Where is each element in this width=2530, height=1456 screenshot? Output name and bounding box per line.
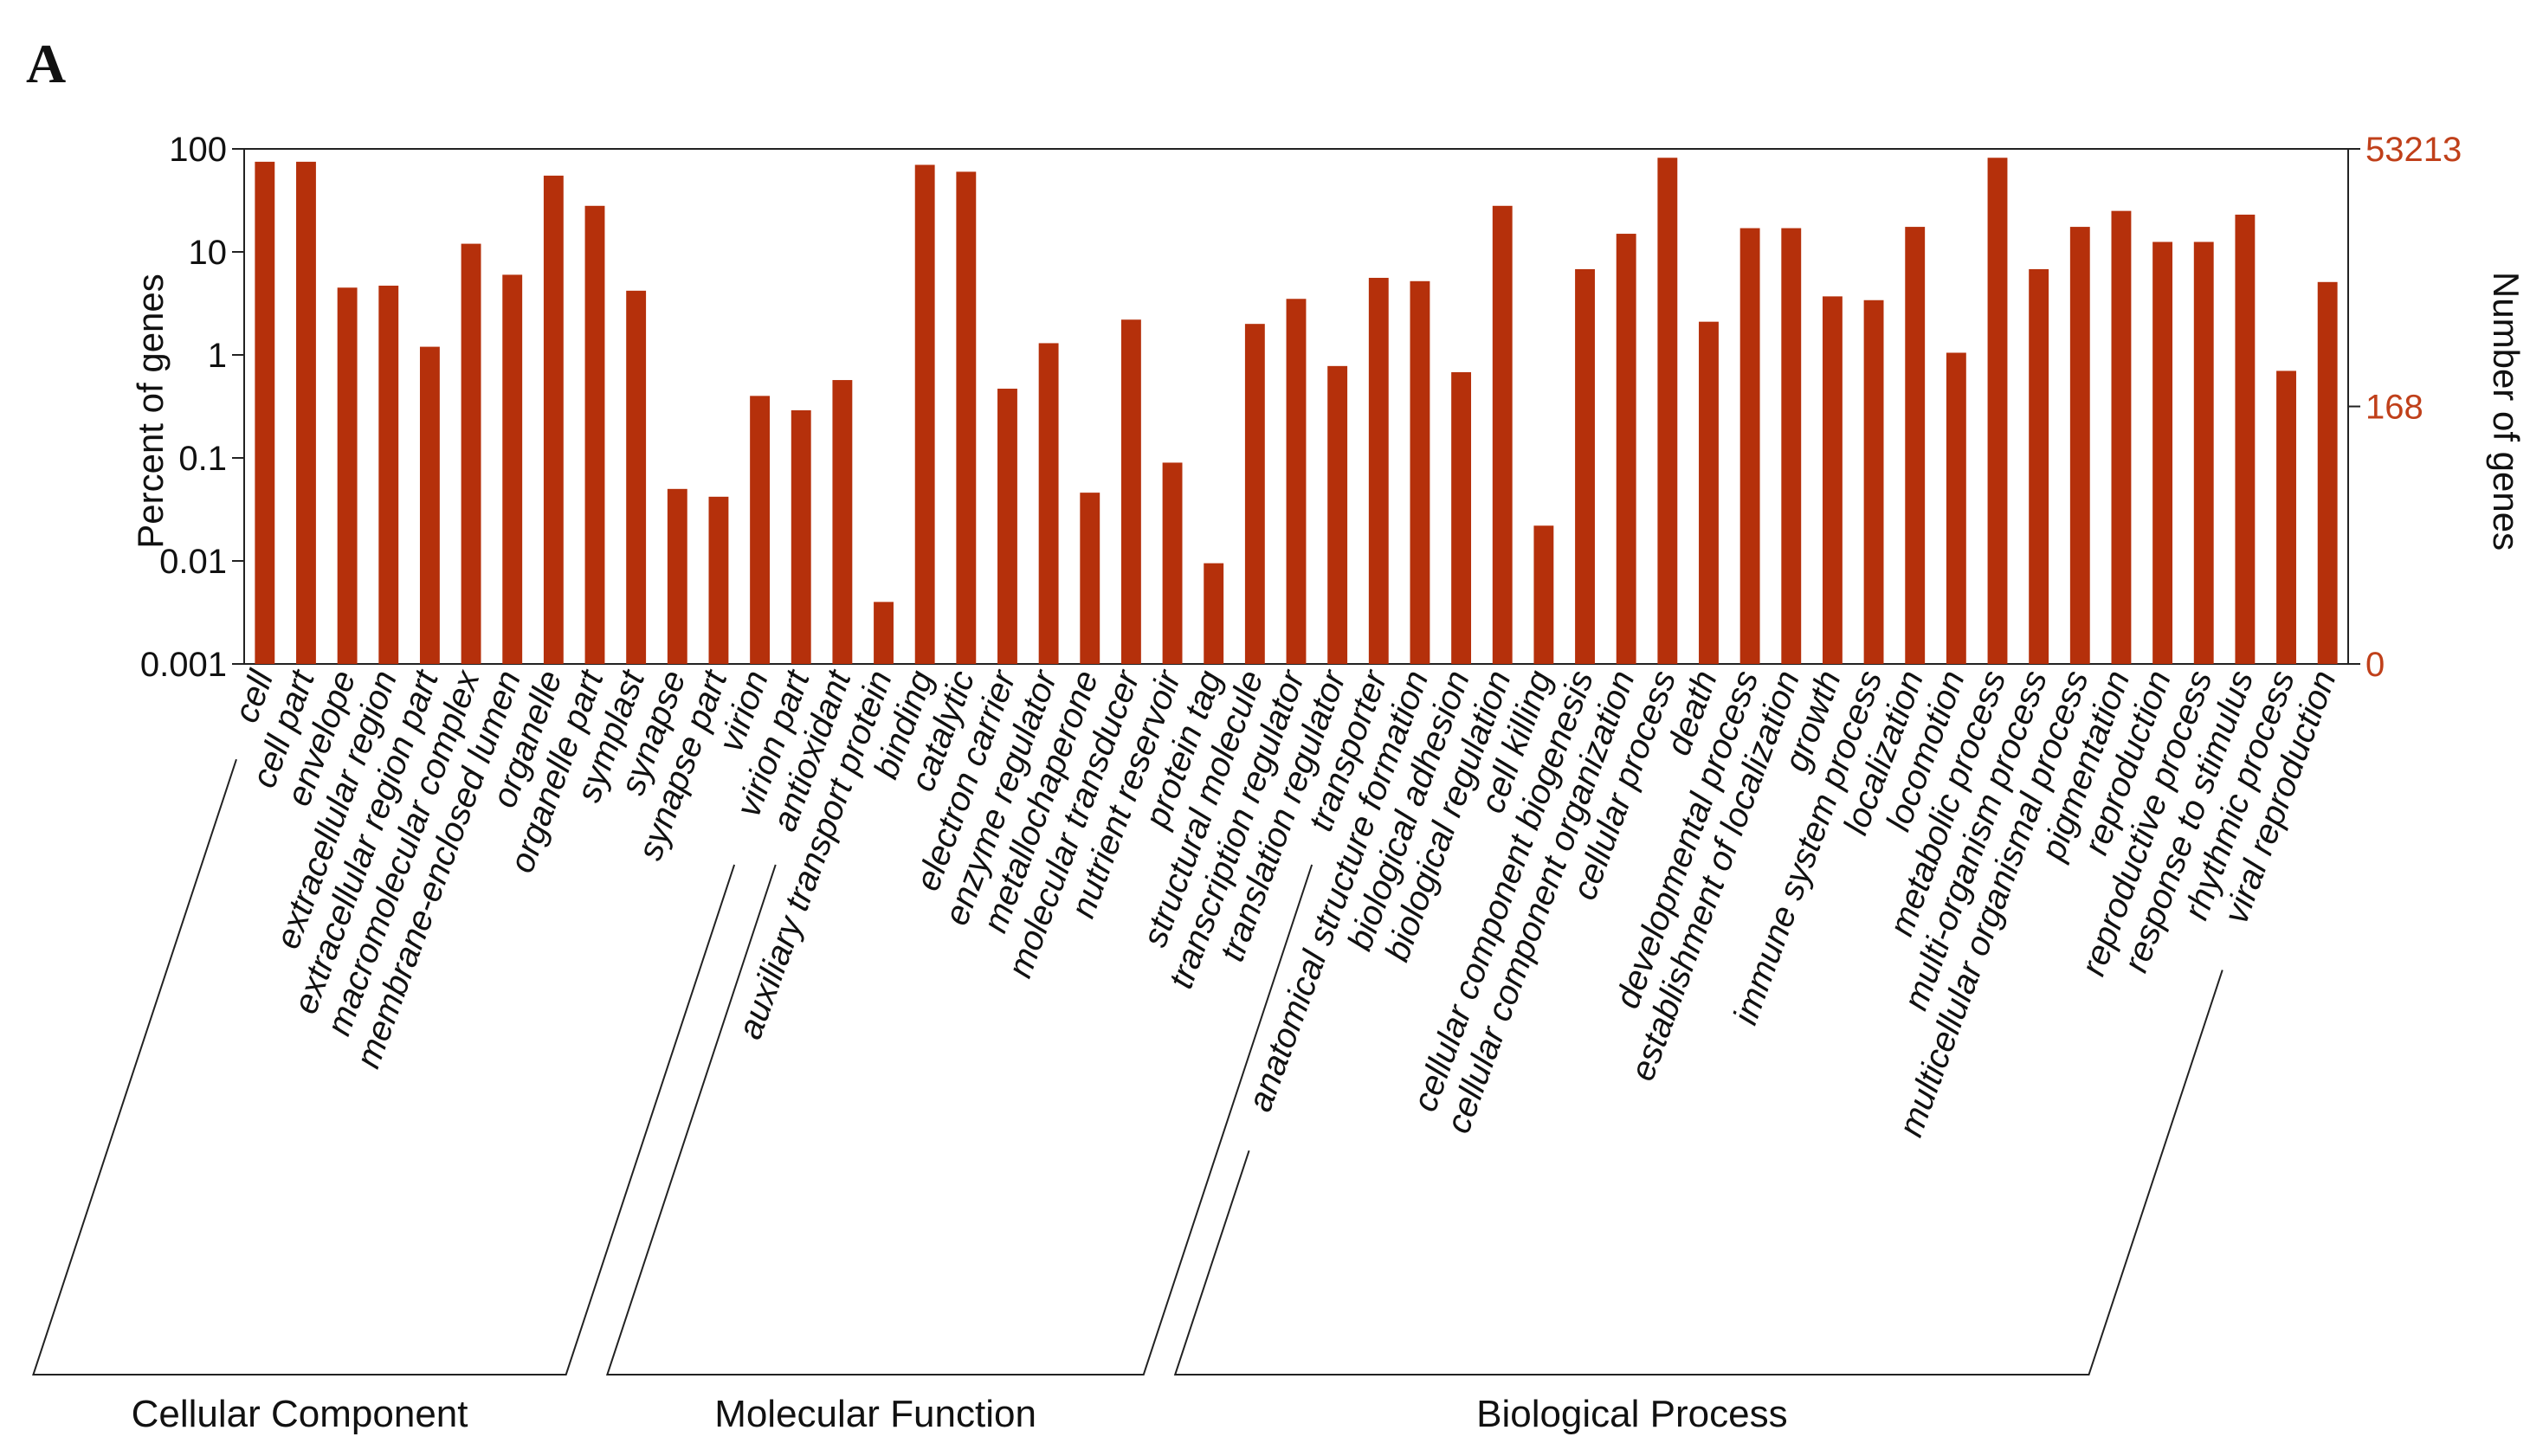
group-label: Cellular Component	[132, 1393, 468, 1435]
bar-multi-organism-process	[2029, 268, 2049, 664]
y-tick-label: 0.01	[159, 543, 227, 581]
bar-biological-adhesion	[1451, 371, 1472, 664]
bar-synapse	[667, 488, 687, 664]
bar-binding	[914, 164, 935, 664]
group-bracket	[1173, 970, 2223, 1375]
bar-viral-reproduction	[2317, 281, 2338, 664]
y-axis-title-left: Percent of genes	[130, 274, 171, 549]
bar-response-to-stimulus	[2235, 214, 2256, 664]
bar-developmental-process	[1739, 228, 1760, 664]
bar-virion-part	[791, 409, 811, 664]
group-bracket	[32, 758, 736, 1375]
group-label: Molecular Function	[714, 1393, 1036, 1435]
y-right-tick-label: 168	[2365, 389, 2424, 427]
bar-localization	[1905, 227, 1926, 664]
bar-extracellular-region	[378, 286, 399, 664]
bar-reproduction	[2152, 242, 2173, 664]
group-label: Biological Process	[1476, 1393, 1788, 1435]
bar-organelle-part	[584, 205, 605, 664]
y-right-tick-label: 53213	[2365, 131, 2462, 169]
bar-electron-carrier	[997, 389, 1017, 664]
bar-enzyme-regulator	[1038, 343, 1059, 664]
y-axis-left: 100 10 1 0.1 0.01 0.001	[140, 131, 244, 684]
bar-synapse-part	[708, 496, 729, 664]
bar-rhythmic-process	[2276, 370, 2296, 664]
bar-macromolecular-complex	[461, 243, 481, 664]
bar-immune-system-process	[1863, 300, 1884, 664]
bar-auxiliary-transport-protein	[874, 602, 894, 664]
bar-cell	[255, 161, 275, 665]
bar-virion	[750, 396, 771, 664]
bar-cellular-component-organization	[1616, 234, 1636, 664]
bar-biological-regulation	[1492, 205, 1513, 664]
bar-cellular-process	[1657, 158, 1678, 664]
bar-metallochaperone	[1080, 493, 1100, 664]
bar-growth	[1822, 296, 1843, 664]
bar-establishment-of-localization	[1781, 228, 1802, 664]
y-axis-right: 53213 168 0	[2348, 131, 2462, 684]
group-bracket	[605, 864, 1313, 1375]
y-tick-label: 1	[208, 337, 227, 375]
bar-catalytic	[956, 171, 977, 664]
bar-multicellular-organismal-process	[2069, 227, 2090, 664]
y-tick-label: 0.1	[178, 440, 227, 478]
bar-translation-regulator	[1327, 365, 1348, 664]
bar-death	[1699, 321, 1719, 664]
bar-series	[255, 158, 2338, 665]
bar-membrane-enclosed-lumen	[502, 274, 523, 664]
y-tick-label: 100	[169, 131, 227, 169]
bar-transporter	[1368, 277, 1389, 664]
y-tick-label: 10	[189, 234, 228, 272]
bar-pigmentation	[2111, 210, 2132, 664]
bar-envelope	[337, 287, 358, 664]
bar-cell-part	[296, 161, 316, 665]
bar-molecular-transducer	[1120, 319, 1141, 664]
bar-antioxidant	[832, 380, 853, 664]
bar-organelle	[543, 175, 564, 664]
bar-structural-molecule	[1244, 324, 1265, 664]
bar-cellular-component-biogenesis	[1575, 268, 1595, 664]
bar-metabolic-process	[1987, 158, 2008, 664]
group-brackets: Cellular Component Molecular Function Biol…	[32, 758, 2223, 1435]
bar-locomotion	[1946, 352, 1966, 664]
bar-transcription-regulator	[1286, 299, 1307, 664]
bar-cell-killing	[1533, 525, 1554, 664]
bar-extracellular-region-part	[419, 346, 440, 664]
bar-symplast	[626, 290, 647, 664]
bar-reproductive-process	[2193, 242, 2214, 664]
y-axis-title-right: Number of genes	[2486, 272, 2527, 551]
panel-label: A	[26, 33, 66, 94]
bar-protein-tag	[1204, 563, 1224, 664]
bar-anatomical-structure-formation	[1410, 280, 1430, 664]
y-right-tick-label: 0	[2365, 646, 2385, 684]
bar-nutrient-reservoir	[1162, 462, 1183, 664]
y-tick-label: 0.001	[140, 646, 227, 684]
